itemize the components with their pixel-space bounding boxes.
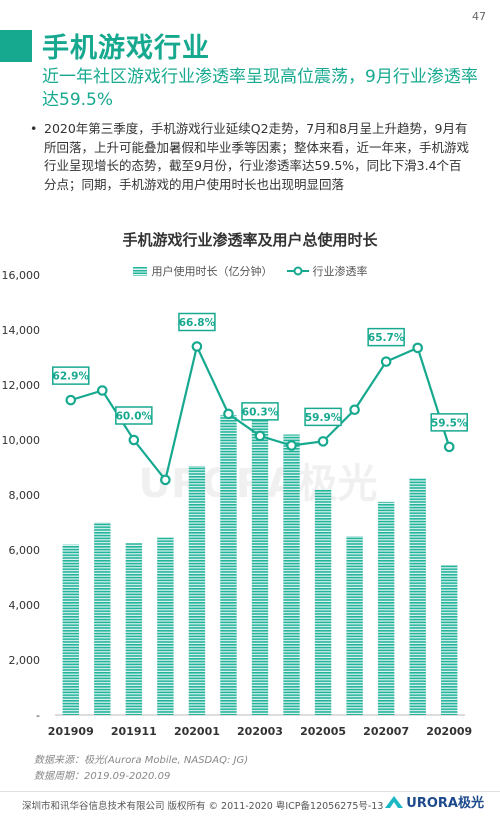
y-tick-label: 6,000 xyxy=(9,544,41,557)
y-tick-label: 4,000 xyxy=(9,599,41,612)
brand-text: URORA极光 xyxy=(406,796,484,811)
bar xyxy=(157,537,174,715)
x-tick-label: 202009 xyxy=(426,725,472,738)
penetration-point xyxy=(412,342,423,354)
data-label-box xyxy=(241,402,279,421)
y-tick-label: 10,000 xyxy=(2,434,41,447)
penetration-point xyxy=(191,341,203,352)
chart-title: 手机游戏行业渗透率及用户总使用时长 xyxy=(122,231,378,249)
period-line: 数据周期：2019.09-2020.09 xyxy=(34,771,171,782)
penetration-point xyxy=(223,408,234,420)
bar xyxy=(377,501,395,715)
page-subtitle: 近一年社区游戏行业渗透率呈现高位震荡，9月行业渗透率达59.5% xyxy=(42,67,478,110)
y-tick-label: 8,000 xyxy=(9,489,41,502)
legend-bar-swatch-icon xyxy=(132,266,147,276)
data-label-box xyxy=(430,413,468,432)
legend-item-usage: 用户使用时长（亿分钟） xyxy=(132,263,273,279)
penetration-point xyxy=(65,394,77,406)
bar xyxy=(346,536,363,715)
footer-divider xyxy=(0,791,500,792)
legend-item-penetration: 行业渗透率 xyxy=(286,263,368,279)
data-label: 60.0% xyxy=(116,411,153,423)
legend-label-usage: 用户使用时长（亿分钟） xyxy=(151,265,273,278)
y-tick-label: 2,000 xyxy=(9,654,41,667)
data-label: 66.8% xyxy=(179,317,216,329)
summary-text: 2020年第三季度，手机游戏行业延续Q2走势，7月和8月呈上升趋势，9月有所回落… xyxy=(44,121,470,192)
legend-label-penetration: 行业渗透率 xyxy=(312,265,368,278)
data-label-box xyxy=(178,312,216,332)
y-tick-label: - xyxy=(36,709,40,722)
data-label-box xyxy=(115,406,153,425)
x-tick-label: 201911 xyxy=(111,725,157,738)
data-label-box xyxy=(304,407,342,427)
bar xyxy=(283,434,300,715)
footer-copyright: 深圳市和讯华谷信息技术有限公司 版权所有 © 2011-2020 粤ICP备12… xyxy=(22,801,384,812)
bar xyxy=(188,466,206,715)
bar xyxy=(125,543,143,715)
aurora-logo-icon xyxy=(385,795,404,808)
penetration-point xyxy=(317,436,329,447)
data-label: 59.5% xyxy=(431,417,468,429)
accent-bar xyxy=(0,30,32,62)
bar xyxy=(251,404,269,715)
page-title: 手机游戏行业 xyxy=(42,33,210,64)
source-line: 数据来源：极光(Aurora Mobile, NASDAQ: JG) xyxy=(34,755,249,766)
y-tick-label: 12,000 xyxy=(2,379,41,392)
bar xyxy=(314,489,332,715)
bar xyxy=(409,478,426,715)
bar xyxy=(441,565,458,715)
penetration-point xyxy=(97,385,108,396)
legend-line-swatch-icon xyxy=(286,266,309,276)
bar xyxy=(62,544,79,715)
chart-legend: 用户使用时长（亿分钟） 行业渗透率 xyxy=(0,263,500,279)
data-source: 数据来源：极光(Aurora Mobile, NASDAQ: JG) 数据周期：… xyxy=(34,753,248,785)
x-tick-label: 202005 xyxy=(300,725,346,738)
penetration-point xyxy=(286,440,297,451)
bar xyxy=(220,415,237,715)
bullet-dot-icon: • xyxy=(30,121,38,136)
penetration-point xyxy=(128,434,140,446)
page-number: 47 xyxy=(472,10,486,23)
summary-bullet: • 2020年第三季度，手机游戏行业延续Q2走势，7月和8月呈上升趋势，9月有所… xyxy=(30,120,470,194)
data-label-box xyxy=(52,366,90,385)
x-tick-label: 202001 xyxy=(174,725,220,738)
y-tick-label: 16,000 xyxy=(2,269,41,282)
penetration-point xyxy=(443,441,455,453)
bar xyxy=(94,522,111,715)
penetration-point xyxy=(349,404,360,416)
data-label: 60.3% xyxy=(242,406,279,418)
footer-brand: URORA极光 xyxy=(384,792,484,811)
x-tick-label: 202007 xyxy=(363,725,409,738)
data-label: 62.9% xyxy=(53,371,90,383)
penetration-point xyxy=(254,430,266,442)
penetration-point xyxy=(160,474,171,486)
y-tick-label: 14,000 xyxy=(2,324,41,337)
penetration-point xyxy=(380,356,392,367)
chart-svg: URORA极光-2,0004,0006,0008,00010,00012,000… xyxy=(2,269,473,738)
data-label: 65.7% xyxy=(368,332,405,344)
data-label: 59.9% xyxy=(305,412,342,424)
data-label-box xyxy=(367,327,405,347)
x-tick-label: 202003 xyxy=(237,725,283,738)
x-tick-label: 201909 xyxy=(48,725,94,738)
